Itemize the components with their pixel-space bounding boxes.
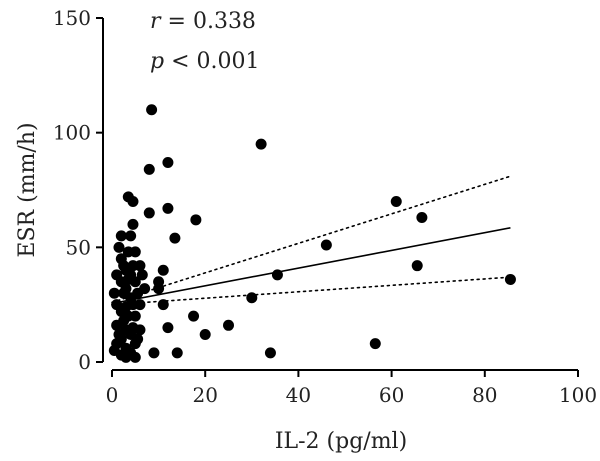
y-tick-label: 100 (53, 121, 91, 145)
regression-line (111, 227, 511, 305)
x-tick-label: 0 (106, 383, 119, 407)
data-point (320, 239, 332, 251)
correlation-annotation: r = 0.338 (150, 9, 256, 34)
data-point (146, 104, 158, 116)
data-point (162, 322, 174, 334)
data-point (134, 260, 146, 272)
x-tick-label: 80 (472, 383, 497, 407)
data-point (390, 195, 402, 207)
plot-area: 0 50 100 150 0 20 40 60 80 100 (53, 6, 597, 407)
data-point (108, 287, 120, 299)
data-point (411, 260, 423, 272)
data-point (271, 269, 283, 281)
ci-upper-line (111, 175, 512, 304)
data-point (120, 283, 132, 295)
data-point (134, 324, 146, 336)
data-point (148, 347, 160, 359)
data-point (369, 338, 381, 350)
data-point (171, 347, 183, 359)
data-point (125, 230, 137, 242)
y-tick-label: 150 (53, 6, 91, 30)
data-point (115, 230, 127, 242)
data-point (199, 328, 211, 340)
data-point (255, 138, 267, 150)
p-value: < 0.001 (164, 49, 259, 74)
data-point (129, 351, 141, 363)
data-point (136, 269, 148, 281)
data-point (416, 212, 428, 224)
ci-lower-line (111, 276, 512, 306)
data-point (162, 156, 174, 168)
data-point (190, 214, 202, 226)
data-point (223, 319, 234, 331)
y-axis-label: ESR (mm/h) (15, 122, 40, 257)
data-point (134, 299, 146, 311)
y-tick-label: 50 (66, 235, 91, 259)
data-point (129, 310, 141, 322)
data-point (127, 218, 139, 230)
data-point (129, 276, 141, 288)
x-tick-label: 60 (379, 383, 404, 407)
data-point (139, 283, 151, 295)
data-point (169, 232, 181, 244)
x-tick-label: 20 (192, 383, 217, 407)
data-point (132, 333, 144, 345)
data-point (153, 283, 165, 295)
x-tick-label: 100 (559, 383, 597, 407)
data-point (246, 292, 258, 304)
data-point (162, 202, 174, 214)
data-point (157, 264, 169, 276)
data-point (143, 163, 155, 175)
r-symbol: r (150, 9, 162, 34)
data-point (113, 241, 125, 253)
p-value-annotation: p < 0.001 (150, 49, 260, 74)
data-point (188, 310, 200, 322)
data-point (127, 195, 139, 207)
data-point (157, 299, 169, 311)
p-symbol: p (150, 49, 164, 74)
x-axis-label: IL-2 (pg/ml) (275, 429, 407, 454)
data-point (504, 273, 516, 285)
x-tick-label: 40 (286, 383, 311, 407)
data-point (143, 207, 155, 219)
y-tick-label: 0 (78, 350, 91, 374)
data-point (115, 333, 127, 345)
data-point (264, 347, 276, 359)
data-point (129, 246, 141, 258)
r-value: = 0.338 (161, 9, 256, 34)
